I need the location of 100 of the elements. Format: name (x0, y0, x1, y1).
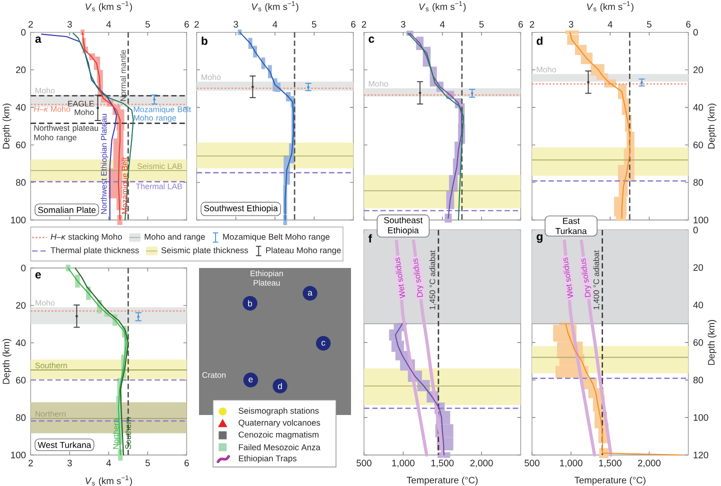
x-tick-label: 3 (67, 21, 72, 28)
legend-label: H–κ stacking Moho (50, 234, 122, 242)
x-tick-label: 2,000 (470, 460, 493, 468)
y-tick-label: 60 (16, 142, 26, 148)
text: Somalian Plate (38, 206, 96, 213)
y-tick-label: 100 (694, 216, 708, 224)
x-tick-label: 2 (28, 21, 33, 28)
y-tick-label: 80 (16, 179, 26, 186)
ref-line-label: Thermal LAB (136, 183, 182, 190)
y-tick-label: 120 (694, 452, 708, 458)
x-tick-label: 6 (518, 21, 523, 28)
y-tick-label: 60 (693, 142, 704, 148)
ref-line-label: 1,400 °C adiabat (593, 250, 600, 310)
y-tick-label: 100 (694, 414, 708, 421)
x-tick-label: 5 (479, 21, 484, 28)
y-tick-label: 0 (693, 226, 698, 234)
x-tick-label: 4 (440, 21, 445, 28)
x-axis-title: V$_{s}$ (km s$^{−1}$) (86, 1, 132, 12)
x-tick-label: 1,500 (599, 460, 622, 468)
x-tick-label: 3 (400, 21, 406, 28)
text: Wet solidus (563, 257, 574, 299)
x-tick-label: 6 (351, 21, 356, 28)
ref-line-label: Normal mantle (120, 50, 126, 101)
x-tick-label: 5 (312, 21, 316, 28)
y-tick-label: 100 (11, 452, 26, 458)
x-tick-label: 4 (272, 21, 278, 28)
text: d (278, 382, 282, 390)
ref-line-label: Northwest plateau Moho range (34, 124, 98, 142)
x-axis-title: V$_{s}$ (km s$^{−1}$) (587, 1, 634, 12)
text: e (248, 378, 253, 382)
legend-label: Seismograph stations (238, 408, 319, 416)
x-tick-label: 6 (686, 21, 690, 28)
legend-label: Cenozoic magmatism (238, 431, 318, 440)
x-tick-label: 5 (145, 460, 150, 466)
x-tick-label: 4 (106, 460, 112, 466)
band-label: Moho (36, 300, 55, 306)
y-axis-title: Depth (km) (2, 339, 12, 384)
y-tick-label: 40 (693, 302, 704, 308)
y-tick-label: 80 (16, 414, 26, 421)
y-tick-label: 60 (16, 376, 26, 384)
text: Craton (202, 372, 226, 378)
x-tick-label: 4 (106, 21, 112, 28)
y-tick-label: 80 (693, 376, 704, 384)
ref-line-label: Southern (35, 362, 67, 368)
x-axis-title: Temperature (°C) (574, 476, 646, 486)
y-tick-label: 80 (693, 179, 704, 186)
y-tick-label: 20 (693, 66, 704, 74)
chart-title: a (35, 36, 42, 43)
chart-title: f (368, 234, 372, 242)
ref-line-label: H–κ Moho (34, 106, 70, 112)
chart-title: b (202, 36, 208, 45)
x-tick-label: 1,500 (431, 460, 454, 468)
text: Southwest Ethiopia (204, 204, 278, 213)
ref-line-label: 1,450 °C adiabat (429, 250, 436, 310)
text: Dry solidus (580, 258, 592, 298)
x-tick-label: 2 (28, 460, 33, 466)
legend-label: Ethiopian Traps (238, 455, 296, 464)
x-tick-label: 1,000 (392, 460, 414, 468)
x-tick-label: 2,000 (638, 460, 661, 468)
legend-label: Seismic plate thickness (161, 247, 248, 255)
x-axis-title: V$_{s}$ (km s$^{−1}$) (252, 1, 298, 12)
x-tick-label: 6 (184, 21, 189, 28)
y-tick-label: 40 (693, 104, 704, 111)
text: West Turkana (38, 442, 92, 448)
y-tick-label: 0 (693, 29, 698, 36)
legend-label: Failed Mesozoic Anza (238, 444, 320, 450)
text: Northern (112, 418, 119, 449)
text: Wet solidus (395, 257, 406, 299)
y-tick-label: 20 (16, 302, 26, 309)
text: b (248, 300, 252, 306)
y-tick-label: 20 (16, 66, 26, 74)
x-tick-label: 3 (568, 21, 574, 28)
text: Dry solidus (412, 258, 424, 298)
y-tick-label: 40 (16, 340, 26, 346)
text: a (308, 290, 312, 296)
chart-title: e (35, 272, 41, 278)
band-label: Moho (368, 80, 388, 87)
x-tick-label: 3 (67, 460, 72, 466)
text: Ethiopian Plateau (250, 270, 283, 286)
chart-title: g (536, 234, 542, 243)
y-tick-label: 60 (693, 339, 704, 346)
y-tick-label: 100 (11, 216, 26, 224)
y-axis-title: Depth (km) (708, 104, 716, 148)
x-tick-label: 6 (184, 460, 189, 466)
y-tick-label: 0 (21, 29, 26, 36)
legend-label: Mozamique Belt Moho range (223, 234, 330, 242)
x-tick-label: 500 (356, 460, 372, 466)
text: Mozamique Belt (122, 157, 130, 214)
ref-line-label: Seismic LAB (137, 163, 182, 170)
band-label: Moho (536, 66, 556, 72)
x-tick-label: 1,000 (560, 460, 582, 468)
legend-label: Plateau Moho range (266, 247, 341, 255)
x-axis-title: V$_{s}$ (km s$^{−1}$) (86, 475, 132, 486)
legend-label: Quaternary volcanoes (238, 419, 320, 428)
band-label: Moho (36, 88, 55, 94)
y-tick-label: 20 (693, 264, 704, 271)
text: c (322, 340, 326, 346)
band-label: Moho (202, 74, 221, 80)
legend-label: Moho and range (144, 234, 205, 242)
chart-title: c (368, 36, 374, 43)
